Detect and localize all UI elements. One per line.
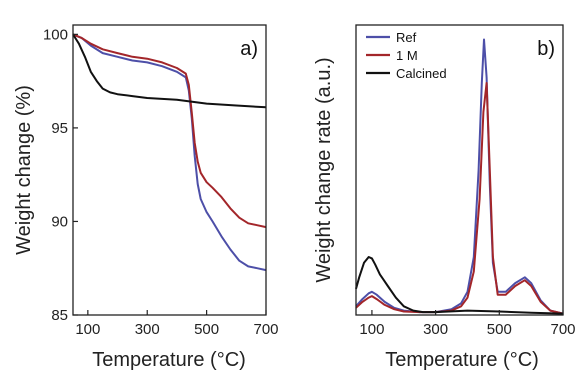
panel-a-x-tick-label-700: 700 (253, 321, 278, 338)
panel-a-x-tick-label-500: 500 (194, 321, 219, 338)
legend-label-1m: 1 M (396, 48, 418, 63)
panel-a: 100 300 500 700 85 90 95 100 a) Temperature (°C… (13, 24, 279, 371)
panel-b-label: b) (537, 38, 555, 60)
panel-b-x-tick-label-500: 500 (487, 321, 512, 338)
panel-a-y-tick-label-100: 100 (43, 26, 68, 43)
panel-a-x-tick-label-300: 300 (135, 321, 160, 338)
panel-a-series-calcined (72, 33, 267, 109)
panel-b-plot-area (355, 38, 564, 315)
panel-a-y-tick-label-90: 90 (51, 213, 68, 230)
panel-a-frame (72, 24, 267, 316)
panel-b-frame (355, 24, 564, 316)
panel-b-series-ref (355, 38, 564, 315)
panel-a-series-1-m (72, 33, 267, 229)
panel-a-x-tick-label-100: 100 (75, 321, 100, 338)
panel-a-plot-area (72, 33, 267, 272)
panel-a-series-ref (72, 33, 267, 272)
panel-b: 100 300 500 700 b) Temperature (°C) Weight … (313, 24, 576, 371)
panel-a-y-axis-title: Weight change (%) (13, 85, 35, 255)
panel-b-ticks: 100 300 500 700 (359, 310, 576, 338)
panel-a-x-axis-title: Temperature (°C) (92, 349, 246, 371)
panel-b-x-tick-label-100: 100 (359, 321, 384, 338)
legend-label-ref: Ref (396, 30, 417, 45)
panel-b-series-calcined (355, 256, 564, 315)
panel-a-y-tick-label-85: 85 (51, 307, 68, 324)
panel-a-y-tick-label-95: 95 (51, 120, 68, 137)
panel-a-label: a) (240, 38, 258, 60)
legend-label-calcined: Calcined (396, 66, 447, 81)
panel-b-y-axis-title: Weight change rate (a.u.) (313, 57, 335, 282)
legend: Ref 1 M Calcined (366, 30, 447, 81)
panel-b-series-1-m (355, 82, 564, 315)
panel-b-x-axis-title: Temperature (°C) (385, 349, 539, 371)
panel-b-x-tick-label-300: 300 (423, 321, 448, 338)
panel-a-ticks: 100 300 500 700 85 90 95 100 (43, 26, 279, 338)
panel-b-x-tick-label-700: 700 (550, 321, 575, 338)
